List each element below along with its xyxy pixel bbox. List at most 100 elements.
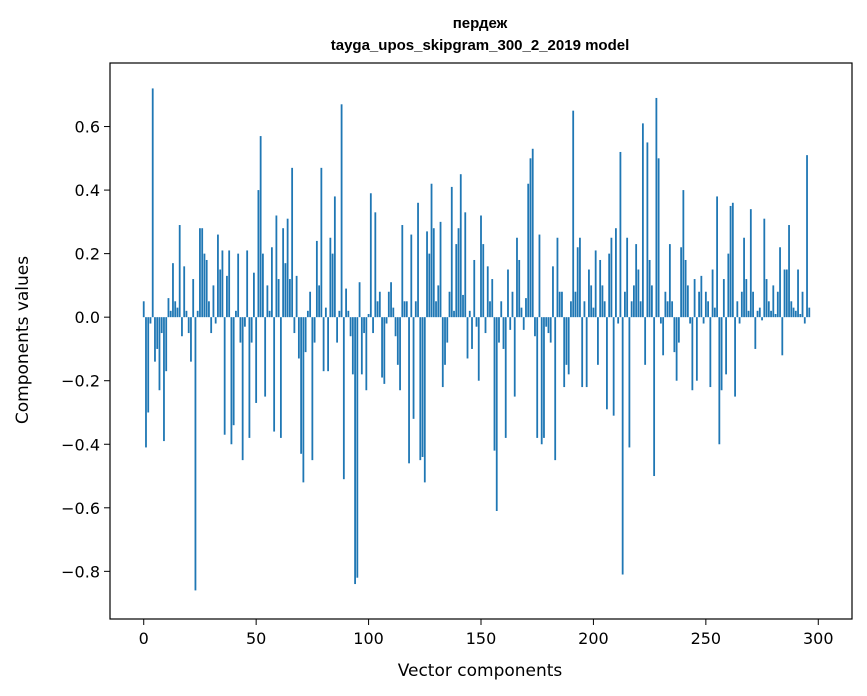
bar <box>646 142 649 318</box>
bar <box>221 250 224 318</box>
bar <box>799 313 802 318</box>
bar <box>408 317 410 464</box>
bar <box>304 317 307 353</box>
y-tick-label: 0.4 <box>75 181 100 200</box>
bar <box>776 291 779 318</box>
bar <box>633 285 635 318</box>
bar <box>648 259 651 318</box>
bar <box>736 301 739 318</box>
bar <box>320 167 323 318</box>
bar <box>214 317 217 324</box>
bar <box>516 237 518 318</box>
bar <box>538 234 541 318</box>
bar <box>174 301 177 318</box>
bar <box>684 259 687 318</box>
bar <box>498 317 500 343</box>
bar <box>318 285 321 318</box>
bars-group <box>142 88 811 591</box>
bar <box>329 237 332 318</box>
bar <box>239 317 242 343</box>
bar <box>468 310 471 318</box>
bar <box>284 263 287 318</box>
bar <box>695 317 698 381</box>
bar <box>794 310 797 318</box>
bar <box>615 228 617 318</box>
bar <box>439 221 442 318</box>
bar <box>617 317 620 324</box>
bar <box>376 301 379 318</box>
bar <box>477 317 480 381</box>
bar <box>806 155 808 318</box>
bar <box>390 282 392 318</box>
bar <box>486 266 489 318</box>
bar <box>774 313 777 318</box>
bar <box>482 244 485 318</box>
bar <box>540 317 543 445</box>
bar <box>592 307 595 318</box>
bar <box>266 285 269 318</box>
bar <box>450 186 453 318</box>
bar <box>543 317 545 438</box>
bar <box>417 202 419 318</box>
bar <box>689 317 692 324</box>
bar <box>673 317 676 353</box>
bar <box>446 317 449 343</box>
bar <box>178 225 181 318</box>
bar <box>758 307 761 318</box>
bar <box>628 317 631 448</box>
bar <box>765 279 768 318</box>
bar <box>680 247 683 318</box>
bar <box>190 317 192 362</box>
x-tick-label: 0 <box>139 629 149 648</box>
x-tick-label: 200 <box>578 629 609 648</box>
bar <box>205 259 208 318</box>
bar <box>412 317 415 419</box>
bar <box>322 317 325 372</box>
bar <box>147 317 150 413</box>
bar <box>192 279 195 318</box>
bar <box>576 247 579 318</box>
bar <box>248 317 251 438</box>
bar <box>142 301 145 318</box>
bar <box>403 301 406 318</box>
bar <box>772 285 775 318</box>
bar <box>713 307 716 318</box>
bar <box>767 301 770 318</box>
bar <box>779 247 781 318</box>
bar <box>659 317 662 324</box>
bar <box>531 148 534 318</box>
bar <box>547 317 550 334</box>
bar <box>637 269 640 318</box>
bar <box>677 317 680 343</box>
bar <box>237 253 240 318</box>
bar <box>603 301 606 318</box>
bar <box>396 317 399 365</box>
bar <box>682 190 685 318</box>
y-tick-label: 0.2 <box>75 245 100 264</box>
bar <box>720 317 723 391</box>
bar <box>401 225 404 318</box>
bar <box>491 279 494 318</box>
bar <box>655 97 658 318</box>
y-tick-label: −0.6 <box>61 499 100 518</box>
bar <box>259 136 262 318</box>
bar <box>264 317 267 397</box>
bar <box>641 123 644 318</box>
bar <box>167 298 170 318</box>
bar <box>244 317 246 327</box>
bar <box>336 317 338 343</box>
bar <box>262 253 264 318</box>
bar <box>653 317 656 477</box>
bar <box>558 291 561 318</box>
bar <box>181 317 183 337</box>
bar <box>428 253 431 318</box>
bar <box>347 310 350 318</box>
bar <box>378 291 381 318</box>
bar <box>340 104 343 318</box>
bar <box>297 317 300 359</box>
bar <box>172 263 174 318</box>
bar <box>803 317 806 324</box>
bar <box>738 317 741 324</box>
bar <box>286 218 289 318</box>
